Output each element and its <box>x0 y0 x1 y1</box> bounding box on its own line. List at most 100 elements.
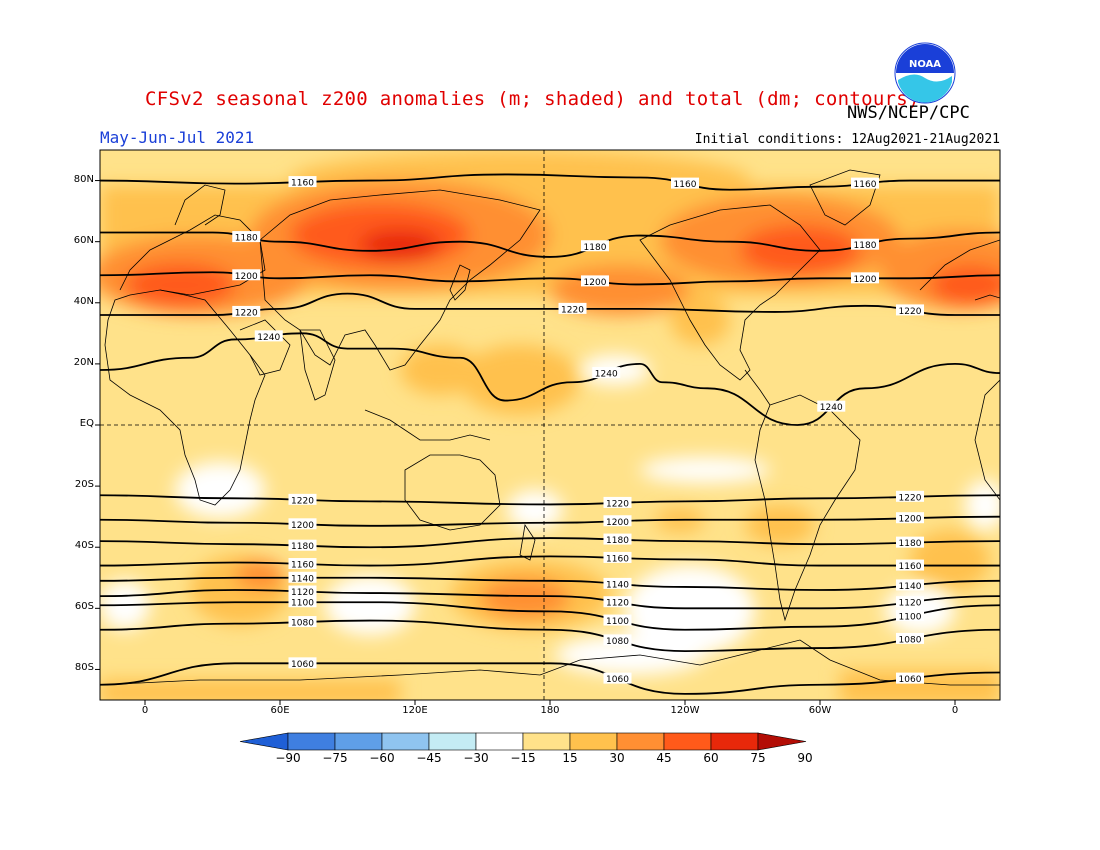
lon-label: 0 <box>141 705 149 716</box>
svg-text:1240: 1240 <box>257 333 280 343</box>
contour-1200 <box>100 515 1000 527</box>
lat-label: 80S <box>74 662 94 674</box>
contour-label-1220: 1220 <box>896 490 924 503</box>
contour-label-1080: 1080 <box>603 634 632 647</box>
colorbar-swatch <box>381 732 430 751</box>
colorbar-swatch <box>710 732 759 751</box>
svg-text:1220: 1220 <box>561 305 584 315</box>
contour-label-1120: 1120 <box>896 596 924 609</box>
lon-label: 180 <box>540 705 560 716</box>
contour-label-1140: 1140 <box>896 579 924 592</box>
contour-label-1100: 1100 <box>896 609 924 622</box>
contour-label-1200: 1200 <box>581 275 609 288</box>
svg-text:1180: 1180 <box>854 241 877 251</box>
contour-label-1220: 1220 <box>558 302 587 315</box>
contour-label-1240: 1240 <box>592 367 621 380</box>
colorbar-label: 75 <box>750 751 766 765</box>
svg-text:1180: 1180 <box>291 542 314 552</box>
svg-text:1060: 1060 <box>291 660 314 670</box>
contour-1140 <box>100 576 1000 591</box>
contour-label-1240: 1240 <box>254 330 283 343</box>
contour-1100 <box>100 601 1000 631</box>
contour-label-1140: 1140 <box>603 577 632 590</box>
svg-text:1140: 1140 <box>899 582 922 592</box>
contour-label-1180: 1180 <box>603 533 632 546</box>
lon-label: 120W <box>670 705 700 716</box>
colorbar-label: −45 <box>416 751 442 765</box>
coastlines <box>100 169 1000 686</box>
lon-label: 120E <box>402 705 428 716</box>
svg-text:1180: 1180 <box>584 243 607 253</box>
lon-label: 0 <box>951 705 959 716</box>
svg-text:1200: 1200 <box>235 272 258 282</box>
contour-1220 <box>100 494 1000 506</box>
contour-1080 <box>100 619 1000 653</box>
svg-text:1220: 1220 <box>235 308 258 318</box>
contour-label-1220: 1220 <box>603 496 632 509</box>
contour-label-1140: 1140 <box>288 571 317 584</box>
svg-text:1240: 1240 <box>595 370 618 380</box>
contour-label-1220: 1220 <box>232 305 261 318</box>
colorbar-swatch <box>287 732 336 751</box>
lat-label: 40N <box>73 295 94 307</box>
svg-text:1100: 1100 <box>899 612 922 622</box>
svg-text:1200: 1200 <box>854 275 877 285</box>
colorbar-label: 30 <box>609 751 625 765</box>
contour-label-1180: 1180 <box>232 231 261 244</box>
colorbar-label: 60 <box>703 751 719 765</box>
contour-label-1180: 1180 <box>581 240 609 253</box>
lat-label: 60N <box>73 234 94 246</box>
contour-label-1200: 1200 <box>851 272 879 285</box>
chart-title: CFSv2 seasonal z200 anomalies (m; shaded… <box>145 88 920 110</box>
colorbar-left-arrow <box>239 732 289 751</box>
svg-text:1200: 1200 <box>584 278 607 288</box>
contour-label-1120: 1120 <box>288 585 317 598</box>
contour-label-1060: 1060 <box>896 672 924 685</box>
svg-text:1160: 1160 <box>674 180 697 190</box>
svg-text:1160: 1160 <box>291 179 314 189</box>
axis-ticks <box>95 180 956 705</box>
contour-label-1060: 1060 <box>288 657 317 670</box>
svg-text:1140: 1140 <box>291 574 314 584</box>
colorbar-swatch <box>334 732 383 751</box>
contour-label-1160: 1160 <box>603 551 632 564</box>
colorbar-swatch <box>663 732 712 751</box>
contour-1180 <box>100 537 1000 549</box>
colorbar-label: 15 <box>562 751 578 765</box>
colorbar-swatch <box>428 732 477 751</box>
contour-label-1220: 1220 <box>288 493 317 506</box>
lon-label: 60E <box>270 705 290 716</box>
contour-1060 <box>100 662 1000 695</box>
anomaly-shading: 1160 1160 1160 1180 1180 1180 1200 1200 1200 1220… <box>100 150 1000 700</box>
lat-label: 60S <box>74 601 94 613</box>
lat-label: EQ <box>79 418 94 429</box>
contour-label-1180: 1180 <box>896 536 924 549</box>
svg-text:1060: 1060 <box>606 675 629 685</box>
svg-text:1220: 1220 <box>291 496 314 506</box>
svg-text:1180: 1180 <box>235 234 258 244</box>
contour-label-1200: 1200 <box>288 518 317 531</box>
contour-label-1160: 1160 <box>288 176 317 189</box>
colorbar-swatch <box>616 732 665 751</box>
svg-text:1100: 1100 <box>606 617 629 627</box>
contour-label-1200: 1200 <box>232 269 261 282</box>
svg-text:1140: 1140 <box>606 580 629 590</box>
lat-label: 20S <box>74 479 94 491</box>
colorbar-swatch <box>475 732 524 751</box>
svg-text:1220: 1220 <box>899 493 922 503</box>
colorbar-label: 90 <box>797 751 813 765</box>
contour-1120 <box>100 589 1000 610</box>
colorbar-label: −60 <box>369 751 395 765</box>
lon-label: 60W <box>808 705 832 716</box>
svg-text:1200: 1200 <box>606 518 629 528</box>
contour-label-1060: 1060 <box>603 672 632 685</box>
svg-text:1120: 1120 <box>606 599 629 609</box>
contour-label-1200: 1200 <box>896 512 924 525</box>
agency-label: NWS/NCEP/CPC <box>847 103 970 123</box>
colorbar-label: −15 <box>510 751 536 765</box>
contour-label-1160: 1160 <box>896 559 924 572</box>
initial-conditions-label: Initial conditions: 12Aug2021-21Aug2021 <box>694 132 1000 147</box>
contour-label-1160: 1160 <box>288 558 317 571</box>
svg-text:1240: 1240 <box>820 403 843 413</box>
